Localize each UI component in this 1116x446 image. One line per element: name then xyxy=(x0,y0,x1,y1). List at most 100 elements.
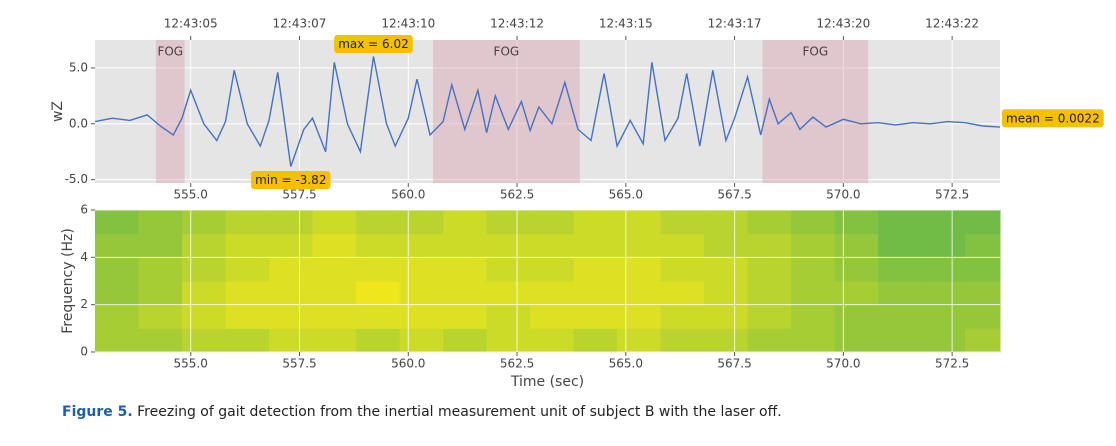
spectrogram-cell xyxy=(965,210,1001,235)
spectrogram-cell xyxy=(617,210,662,235)
spectrogram-cell xyxy=(356,328,401,353)
x-tick-label: 567.5 xyxy=(717,188,751,202)
spectrogram-cell xyxy=(269,281,314,306)
spectrogram-cell xyxy=(921,281,966,306)
spectrogram-cell xyxy=(660,233,705,258)
annotation-box xyxy=(251,170,331,189)
spectrogram-cell xyxy=(138,281,183,306)
x-tick-label: 557.5 xyxy=(282,188,316,202)
spectrogram-cell xyxy=(965,304,1001,329)
annotation-min: min = -3.82 xyxy=(255,173,326,187)
x2-tick-label: 12:43:22 xyxy=(925,17,979,31)
spectrogram-cell xyxy=(704,328,749,353)
spectrogram-cell xyxy=(486,257,531,282)
spectrogram-cell xyxy=(399,210,444,235)
spectrogram-cell xyxy=(747,210,792,235)
spectrogram-cell xyxy=(660,210,705,235)
spectrogram-cell xyxy=(747,304,792,329)
spectrogram-cell xyxy=(791,328,836,353)
y-tick-label: 6 xyxy=(80,203,88,217)
spectrogram-cell xyxy=(138,233,183,258)
spectrogram-cell xyxy=(921,257,966,282)
spectrogram-cell xyxy=(834,210,879,235)
spectrogram-cell xyxy=(356,281,401,306)
spectrogram-cell xyxy=(704,233,749,258)
spectrogram-cell xyxy=(356,210,401,235)
spectrogram-cell xyxy=(573,304,618,329)
x-tick-label: 572.5 xyxy=(935,357,969,371)
spectrogram-cell xyxy=(834,281,879,306)
x-tick-label: 565.0 xyxy=(609,188,643,202)
spectrogram-cell xyxy=(486,210,531,235)
spectrogram-cell xyxy=(704,257,749,282)
spectrogram-cell xyxy=(791,233,836,258)
spectrogram-cell xyxy=(225,281,270,306)
spectrogram-cell xyxy=(356,257,401,282)
spectrogram-cell xyxy=(921,233,966,258)
spectrogram-cell xyxy=(878,304,923,329)
x-tick-label: 560.0 xyxy=(391,357,425,371)
spectrogram-cell xyxy=(225,233,270,258)
spectrogram-cell xyxy=(878,257,923,282)
spectrogram-cell xyxy=(965,281,1001,306)
spectrogram-cell xyxy=(443,328,488,353)
spectrogram-cell xyxy=(747,257,792,282)
spectrogram-cell xyxy=(182,328,227,353)
spectrogram-cell xyxy=(225,257,270,282)
x-axis-label: Time (sec) xyxy=(510,374,584,390)
spectrogram-cell xyxy=(269,233,314,258)
caption: Figure 5. Freezing of gait detection fro… xyxy=(62,404,782,420)
y-tick-label: 0.0 xyxy=(69,116,88,130)
spectrogram-cell xyxy=(660,281,705,306)
spectrogram-cell xyxy=(921,304,966,329)
x-tick-label: 565.0 xyxy=(609,357,643,371)
x-tick-label: 555.0 xyxy=(174,357,208,371)
fog-region xyxy=(433,40,580,183)
spectrogram-cell xyxy=(617,328,662,353)
spectrogram-cell xyxy=(443,304,488,329)
caption-text: Freezing of gait detection from the iner… xyxy=(137,404,782,420)
spectrogram-cell xyxy=(138,210,183,235)
figure: 555.0 557.5 560.0 562.5 565.0 567.5 570.0 572.5… xyxy=(50,17,1104,390)
spectrogram-cell xyxy=(182,257,227,282)
fog-region xyxy=(762,40,869,183)
spectrogram-cell xyxy=(791,210,836,235)
spectrogram-cell xyxy=(921,210,966,235)
x-tick-label: 570.0 xyxy=(826,188,860,202)
spectrogram-cell xyxy=(312,210,357,235)
y-tick-label: -5.0 xyxy=(65,172,88,186)
fog-label: FOG xyxy=(802,45,828,59)
spectrogram-cell xyxy=(834,257,879,282)
fog-region xyxy=(155,40,185,183)
spectrogram-cell xyxy=(747,281,792,306)
x-tick-label: 555.0 xyxy=(174,188,208,202)
spectrogram-cell xyxy=(573,233,618,258)
x2-tick-label: 12:43:20 xyxy=(816,17,870,31)
x2-tick-label: 12:43:05 xyxy=(164,17,218,31)
x-tick-label: 562.5 xyxy=(500,357,534,371)
spectrogram-cell xyxy=(660,257,705,282)
spectrogram-cell xyxy=(878,328,923,353)
spectrogram-cell xyxy=(573,257,618,282)
spectrogram-cell xyxy=(443,233,488,258)
spectrogram-cell xyxy=(269,328,314,353)
spectrogram-cell xyxy=(312,257,357,282)
grid xyxy=(95,209,1000,353)
y-tick-label: 2 xyxy=(80,297,88,311)
spectrogram-cell xyxy=(399,304,444,329)
spectrogram-cell xyxy=(617,281,662,306)
spectrogram-cell xyxy=(704,281,749,306)
spectrogram-cell xyxy=(95,304,140,329)
spectrogram-cell xyxy=(530,281,575,306)
spectrogram-cell xyxy=(312,233,357,258)
spectrogram-cell xyxy=(95,210,140,235)
y-tick-label: 5.0 xyxy=(69,60,88,74)
spectrogram-cell xyxy=(399,257,444,282)
spectrogram-cell xyxy=(399,328,444,353)
spectrogram-cell xyxy=(182,304,227,329)
fog-label: FOG xyxy=(157,45,183,59)
spectrogram-cell xyxy=(878,210,923,235)
x-tick-label: 557.5 xyxy=(282,357,316,371)
x-tick-label: 562.5 xyxy=(500,188,534,202)
